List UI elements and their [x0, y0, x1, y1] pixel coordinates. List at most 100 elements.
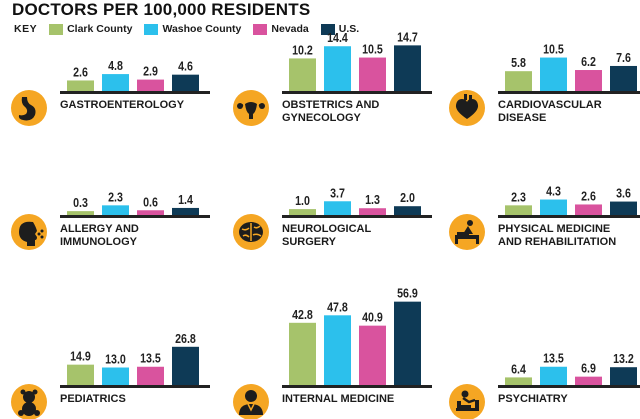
bar-allergy-and-immunology-washoe-county: [102, 205, 129, 215]
value-label-gastroenterology-u-s: 4.6: [178, 59, 193, 74]
brain-icon: [233, 214, 269, 250]
baseline-cardiovascular-disease: [498, 91, 640, 94]
bar-physical-medicine-and-rehabilitation-u-s: [610, 201, 637, 215]
legend-swatch-nevada: [253, 23, 268, 35]
legend-swatch-us: [320, 23, 335, 35]
legend-swatch-washoe-county: [144, 23, 159, 35]
legend-text-clark-county: Clark County: [67, 23, 133, 35]
value-label-gastroenterology-clark-county: 2.6: [73, 64, 88, 79]
panel-psychiatry: 6.4 13.5 6.9 13.2 PSYCHIATRY: [449, 351, 640, 419]
therapy-icon: [449, 214, 485, 250]
bar-pediatrics-clark-county: [67, 364, 94, 385]
baseline-allergy-and-immunology: [60, 215, 210, 218]
value-label-allergy-and-immunology-nevada: 0.6: [143, 194, 158, 209]
couch-icon: [449, 384, 485, 419]
bar-cardiovascular-disease-nevada: [575, 70, 602, 91]
value-label-psychiatry-u-s: 13.2: [613, 351, 634, 366]
bar-internal-medicine-u-s: [394, 301, 421, 385]
panel-gastroenterology: 2.6 4.8 2.9 4.6 GASTROENTEROLOGY: [11, 58, 210, 126]
value-label-obstetrics-and-gynecology-u-s: 14.7: [397, 29, 418, 44]
bar-psychiatry-nevada: [575, 376, 602, 385]
category-label-allergy-and-immunology-line2: IMMUNOLOGY: [60, 236, 138, 248]
category-label-cardiovascular-disease-line2: DISEASE: [498, 112, 546, 124]
baseline-neurological-surgery: [282, 215, 432, 218]
value-label-allergy-and-immunology-u-s: 1.4: [178, 192, 193, 207]
legend-text-nevada: Nevada: [271, 23, 309, 35]
bar-gastroenterology-washoe-county: [102, 74, 129, 91]
category-label-cardiovascular-disease: CARDIOVASCULAR: [498, 99, 602, 111]
bar-gastroenterology-clark-county: [67, 80, 94, 91]
value-label-internal-medicine-nevada: 40.9: [362, 310, 383, 325]
value-label-neurological-surgery-nevada: 1.3: [365, 192, 380, 207]
category-label-obstetrics-and-gynecology-line2: GYNECOLOGY: [282, 112, 362, 124]
bar-neurological-surgery-u-s: [394, 206, 421, 215]
sneeze-icon: [11, 214, 47, 250]
value-label-neurological-surgery-u-s: 2.0: [400, 190, 415, 205]
legend-item-clark-county: Clark County: [49, 23, 132, 35]
baseline-psychiatry: [498, 385, 640, 388]
value-label-internal-medicine-u-s: 56.9: [397, 286, 418, 301]
value-label-cardiovascular-disease-washoe-county: 10.5: [543, 42, 564, 57]
category-label-neurological-surgery-line2: SURGERY: [282, 236, 337, 248]
bar-pediatrics-washoe-county: [102, 367, 129, 385]
value-label-cardiovascular-disease-clark-county: 5.8: [511, 55, 526, 70]
category-label-pediatrics: PEDIATRICS: [60, 393, 126, 405]
legend-swatch-clark-county: [49, 23, 64, 35]
value-label-internal-medicine-clark-county: 42.8: [292, 307, 313, 322]
bar-cardiovascular-disease-washoe-county: [540, 57, 567, 91]
bar-gastroenterology-nevada: [137, 79, 164, 91]
value-label-pediatrics-u-s: 26.8: [175, 331, 196, 346]
value-label-obstetrics-and-gynecology-nevada: 10.5: [362, 42, 383, 57]
bar-physical-medicine-and-rehabilitation-washoe-county: [540, 199, 567, 215]
baseline-gastroenterology: [60, 91, 210, 94]
heart-icon: [449, 90, 485, 126]
legend: KEY Clark County Washoe County Nevada U.…: [14, 22, 371, 36]
bar-internal-medicine-washoe-county: [324, 315, 351, 385]
value-label-physical-medicine-and-rehabilitation-washoe-county: 4.3: [546, 184, 561, 199]
value-label-internal-medicine-washoe-county: 47.8: [327, 299, 348, 314]
value-label-psychiatry-nevada: 6.9: [581, 361, 596, 376]
chart-title: DOCTORS PER 100,000 RESIDENTS: [12, 0, 311, 19]
legend-item-us: U.S.: [320, 23, 359, 35]
value-label-psychiatry-washoe-county: 13.5: [543, 351, 564, 366]
value-label-neurological-surgery-washoe-county: 3.7: [330, 185, 345, 200]
value-label-cardiovascular-disease-u-s: 7.6: [616, 50, 631, 65]
value-label-obstetrics-and-gynecology-clark-county: 10.2: [292, 42, 313, 57]
bar-cardiovascular-disease-u-s: [610, 65, 637, 91]
value-label-physical-medicine-and-rehabilitation-clark-county: 2.3: [511, 189, 526, 204]
baseline-physical-medicine-and-rehabilitation: [498, 215, 640, 218]
bar-allergy-and-immunology-clark-county: [67, 211, 94, 215]
category-label-psychiatry: PSYCHIATRY: [498, 393, 568, 405]
bar-neurological-surgery-washoe-county: [324, 201, 351, 215]
bar-psychiatry-u-s: [610, 367, 637, 385]
category-label-internal-medicine: INTERNAL MEDICINE: [282, 393, 394, 405]
bar-pediatrics-u-s: [172, 346, 199, 385]
bar-internal-medicine-nevada: [359, 325, 386, 385]
category-label-physical-medicine-and-rehabilitation-line2: AND REHABILITATION: [498, 236, 616, 248]
value-label-psychiatry-clark-county: 6.4: [511, 361, 526, 376]
value-label-physical-medicine-and-rehabilitation-u-s: 3.6: [616, 186, 631, 201]
bar-cardiovascular-disease-clark-county: [505, 71, 532, 91]
stomach-icon: [11, 90, 47, 126]
value-label-cardiovascular-disease-nevada: 6.2: [581, 54, 596, 69]
doctor-icon: [233, 384, 269, 419]
bar-neurological-surgery-nevada: [359, 208, 386, 215]
bar-obstetrics-and-gynecology-clark-county: [289, 58, 316, 91]
value-label-allergy-and-immunology-clark-county: 0.3: [73, 195, 88, 210]
value-label-pediatrics-nevada: 13.5: [140, 351, 161, 366]
value-label-allergy-and-immunology-washoe-county: 2.3: [108, 189, 123, 204]
value-label-physical-medicine-and-rehabilitation-nevada: 2.6: [581, 188, 596, 203]
panel-internal-medicine: 42.8 47.8 40.9 56.9 INTERNAL MEDICINE: [233, 286, 432, 419]
legend-label: KEY: [14, 23, 38, 35]
bar-allergy-and-immunology-nevada: [137, 210, 164, 215]
value-label-pediatrics-washoe-county: 13.0: [105, 351, 126, 366]
bar-neurological-surgery-clark-county: [289, 209, 316, 215]
legend-item-nevada: Nevada: [253, 23, 309, 35]
bar-internal-medicine-clark-county: [289, 322, 316, 385]
legend-item-washoe-county: Washoe County: [144, 23, 241, 35]
value-label-pediatrics-clark-county: 14.9: [70, 349, 91, 364]
